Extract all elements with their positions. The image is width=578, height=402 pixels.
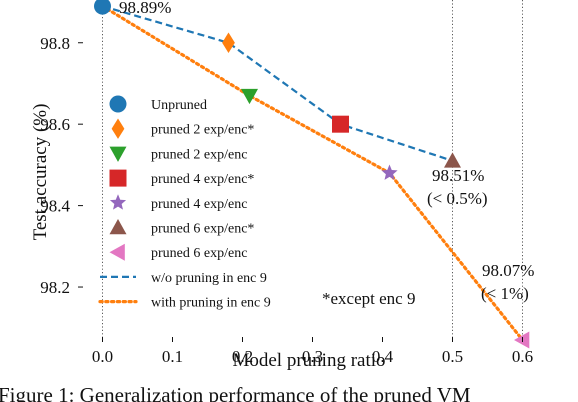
legend-label-pruned-6-exp-enc: pruned 6 exp/enc* <box>151 222 254 237</box>
y-tick-label: 98.4 <box>40 197 70 216</box>
x-tick-label: 0.2 <box>232 347 253 366</box>
figure-caption: Figure 1: Generalization performance of … <box>0 383 471 402</box>
y-tick-label: 98.6 <box>40 115 70 134</box>
legend-label-w-o-pruning-in-enc-9: w/o pruning in enc 9 <box>151 271 267 286</box>
annotation-pruned6-value: 98.07% <box>482 261 534 280</box>
series-line-w-o-pruning-in-enc-9 <box>102 5 453 162</box>
x-tick-label: 0.4 <box>372 347 394 366</box>
marker-unpruned <box>94 0 111 15</box>
marker-pruned-4-exp-enc <box>381 164 398 180</box>
marker-pruned-2-exp-enc <box>241 88 258 105</box>
legend: Unpruned pruned 2 exp/enc* pruned 2 exp/en… <box>98 95 271 311</box>
series-line-with-pruning-in-enc-9 <box>100 4 525 342</box>
annotation-pruned6-star-delta: (< 0.5%) <box>427 189 488 208</box>
marker-pruned-2-exp-enc <box>222 32 235 53</box>
annotation-unpruned: 98.89% <box>119 0 171 17</box>
x-tick-label: 0.6 <box>512 347 533 366</box>
marker-pruned-6-exp-enc <box>444 152 461 168</box>
marker-pruned-4-exp-enc <box>332 115 349 133</box>
legend-label-unpruned: Unpruned <box>151 98 207 113</box>
y-axis-title: Test accuracy (%) <box>30 104 51 241</box>
annotation-pruned6-delta: (< 1%) <box>481 284 529 303</box>
reference-lines <box>102 0 523 342</box>
series-lines <box>100 4 525 342</box>
legend-label-with-pruning-in-enc-9: with pruning in enc 9 <box>151 296 271 311</box>
x-tick-label: 0.0 <box>92 347 113 366</box>
axis-ticks: 0.0 0.1 0.2 0.3 0.4 0.5 0.6 98.2 98.4 98.6 98.8 <box>40 34 533 366</box>
footnote: *except enc 9 <box>322 289 415 308</box>
y-tick-label: 98.2 <box>40 278 70 297</box>
legend-marker-pruned-6-exp-enc <box>109 243 125 261</box>
data-markers <box>94 0 530 349</box>
legend-label-pruned-4-exp-enc: pruned 4 exp/enc* <box>151 172 254 187</box>
x-tick-label: 0.5 <box>442 347 463 366</box>
legend-marker-unpruned <box>109 95 127 113</box>
legend-marker-pruned-4-exp-enc <box>109 194 127 210</box>
marker-pruned-6-exp-enc <box>514 331 530 349</box>
y-tick-label: 98.8 <box>40 34 70 53</box>
legend-label-pruned-2-exp-enc: pruned 2 exp/enc <box>151 147 247 162</box>
legend-marker-pruned-6-exp-enc <box>109 219 127 235</box>
annotation-pruned6-star-value: 98.51% <box>432 166 484 185</box>
legend-marker-pruned-4-exp-enc <box>109 169 127 187</box>
legend-marker-pruned-2-exp-enc <box>109 146 127 162</box>
x-tick-label: 0.1 <box>162 347 183 366</box>
x-axis-title: Model pruning ratio <box>232 350 385 371</box>
legend-label-pruned-2-exp-enc: pruned 2 exp/enc* <box>151 123 254 138</box>
legend-label-pruned-6-exp-enc: pruned 6 exp/enc <box>151 246 247 261</box>
x-tick-label: 0.3 <box>302 347 323 366</box>
legend-label-pruned-4-exp-enc: pruned 4 exp/enc <box>151 197 247 212</box>
legend-marker-pruned-2-exp-enc <box>111 118 125 139</box>
